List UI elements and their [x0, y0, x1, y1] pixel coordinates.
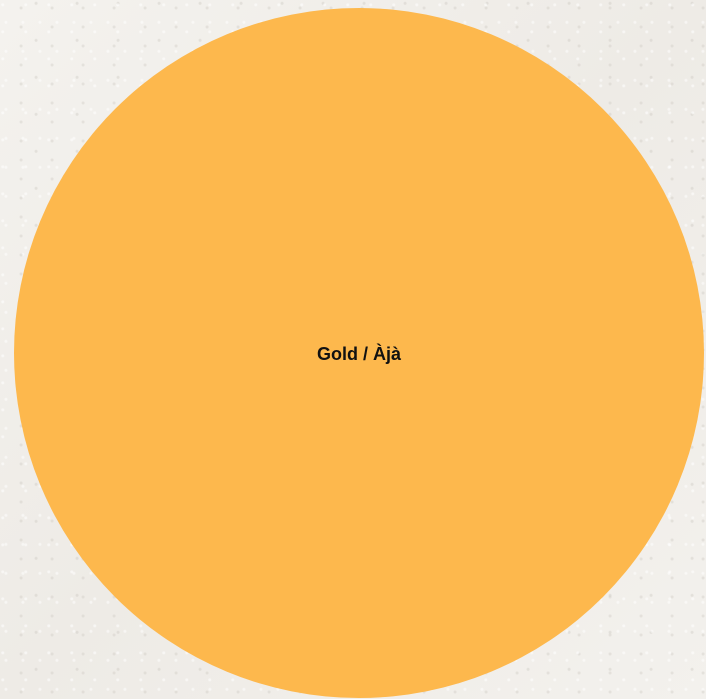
circle-label: Gold / Àjà — [316, 344, 401, 364]
color-circle: Gold / Àjà — [14, 8, 704, 698]
